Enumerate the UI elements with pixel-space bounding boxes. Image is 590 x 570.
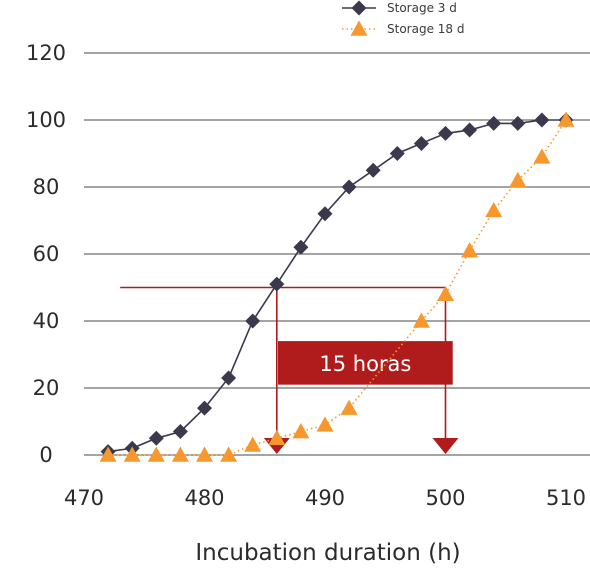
y-tick-label: 40: [33, 309, 60, 333]
data-point: [510, 115, 526, 131]
annotation-text: 15 horas: [319, 352, 411, 376]
legend-label: Storage 18 d: [387, 22, 464, 36]
data-point: [412, 312, 430, 328]
data-point: [148, 430, 164, 446]
annotation-box: [278, 341, 453, 385]
data-point: [220, 446, 238, 462]
x-tick-label: 470: [64, 486, 104, 510]
annotation-arrowhead-18d: [432, 438, 459, 454]
legend: Storage 3 d Storage 18 d: [342, 0, 464, 36]
annotation: 15 horas: [120, 286, 459, 454]
data-point: [557, 111, 575, 127]
data-point: [389, 146, 405, 161]
data-point: [341, 179, 357, 195]
data-point: [316, 416, 334, 432]
data-point: [292, 423, 310, 439]
y-tick-label: 80: [33, 175, 60, 199]
data-point: [244, 436, 262, 452]
data-point: [438, 125, 453, 141]
x-tick-label: 490: [305, 486, 345, 510]
data-point: [123, 446, 141, 462]
data-point: [340, 399, 358, 415]
series: [99, 111, 575, 462]
data-point: [486, 115, 502, 131]
legend-label: Storage 3 d: [387, 1, 457, 15]
data-point: [461, 242, 479, 258]
series-storage-3d: [100, 112, 574, 460]
y-tick-label: 120: [26, 41, 66, 65]
data-point: [269, 276, 285, 292]
data-point: [172, 424, 188, 440]
legend-entry: Storage 18 d: [342, 20, 464, 36]
data-point: [171, 446, 189, 462]
data-point: [437, 285, 454, 301]
x-axis-title: Incubation duration (h): [195, 540, 460, 566]
data-point: [534, 112, 550, 128]
y-tick-label: 0: [39, 443, 52, 467]
data-point: [509, 171, 527, 188]
data-point: [317, 206, 333, 222]
data-point: [99, 446, 117, 462]
data-point: [221, 370, 237, 386]
x-tick-label: 500: [425, 486, 465, 510]
y-tick-label: 20: [33, 376, 60, 400]
y-tick-label: 60: [33, 242, 60, 266]
x-tick-label: 480: [184, 486, 224, 510]
series-storage-18d: [99, 111, 575, 462]
data-point: [196, 446, 213, 462]
data-point: [462, 122, 478, 138]
series-line: [107, 119, 566, 453]
legend-marker: [350, 20, 368, 36]
data-point: [245, 313, 261, 329]
data-point: [147, 446, 165, 462]
data-point: [268, 429, 286, 446]
legend-marker: [351, 0, 367, 16]
data-point: [293, 239, 309, 255]
data-point: [533, 148, 551, 164]
axis-labels: 0 20 40 60 80 100 120 470 480 490 500 510 Incubation…: [26, 41, 586, 566]
data-point: [197, 400, 212, 416]
x-tick-label: 510: [546, 486, 586, 510]
y-tick-label: 100: [26, 108, 66, 132]
data-point: [413, 135, 429, 151]
data-point: [365, 162, 381, 178]
data-point: [485, 201, 503, 218]
legend-entry: Storage 3 d: [342, 0, 457, 16]
grid-lines: [84, 52, 590, 456]
